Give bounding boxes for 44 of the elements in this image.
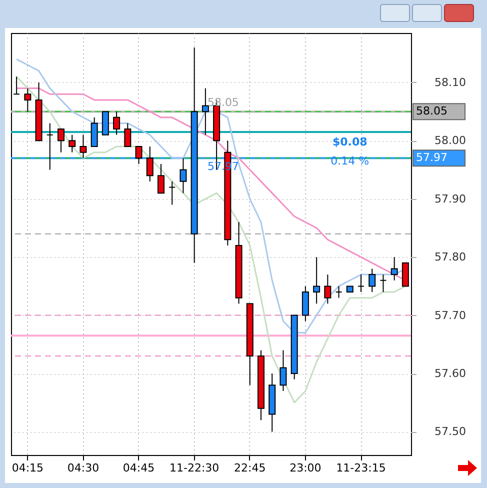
- candlestick: [202, 88, 209, 136]
- x-tick-label: 04:15: [12, 462, 44, 474]
- y-tick-label: 57.80: [434, 250, 466, 264]
- candlestick: [324, 274, 332, 304]
- y-tick-label: 58.10: [434, 76, 466, 89]
- candlestick: [402, 262, 409, 287]
- candlestick: [368, 268, 376, 293]
- y-tick-label: 57.90: [434, 192, 466, 206]
- candlestick: [124, 122, 132, 148]
- y-tick-label: 58.00: [434, 134, 466, 148]
- candlestick: [90, 116, 98, 148]
- candlestick: [68, 134, 76, 153]
- y-tick-label: 57.60: [434, 367, 466, 380]
- candlestick: [168, 180, 176, 206]
- x-tick-label: 04:30: [67, 462, 100, 474]
- candlestick: [102, 111, 109, 136]
- candlestick: [24, 88, 32, 112]
- x-tick-label: 11-22:30: [169, 462, 220, 474]
- ref-line-label: 57.97: [416, 151, 448, 164]
- x-tick-label: 22:45: [234, 462, 266, 474]
- candlestick: [390, 256, 398, 281]
- annotation: $0.08: [332, 136, 368, 149]
- x-tick-label: 23:00: [290, 462, 322, 474]
- candlestick: [135, 146, 142, 164]
- annotation: 0.14 %: [330, 154, 370, 168]
- candlestick: [358, 274, 364, 293]
- candlestick: [158, 163, 164, 194]
- x-tick-label: 11-23:15: [336, 462, 386, 474]
- ref-line-label: 58.05: [416, 104, 448, 118]
- x-tick-label: 04:45: [122, 462, 155, 474]
- candlestick: [113, 111, 120, 136]
- candlestick: [80, 134, 87, 159]
- candlestick: [280, 350, 287, 392]
- candlestick: [58, 128, 64, 153]
- line-series: [16, 76, 406, 404]
- candlestick: [313, 256, 320, 304]
- candlestick: [46, 122, 54, 170]
- candlestick: [335, 286, 342, 298]
- y-tick-label: 57.70: [434, 308, 466, 322]
- candlestick: [146, 146, 154, 182]
- y-tick-label: 57.50: [434, 425, 466, 438]
- candlestick: [302, 286, 309, 322]
- candlestick: [180, 158, 187, 194]
- candlestick: [380, 274, 387, 293]
